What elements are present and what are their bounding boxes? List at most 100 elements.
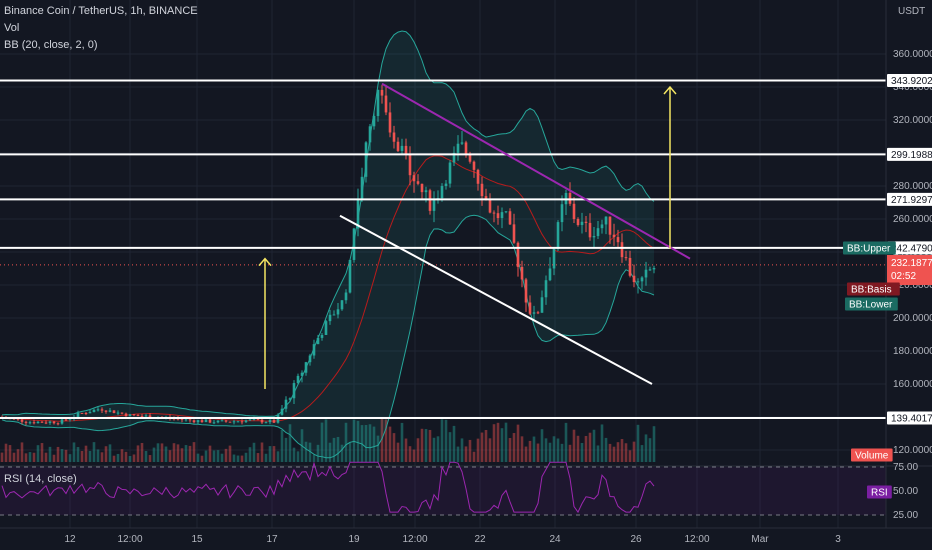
bb-basis-tag-bg <box>847 282 900 296</box>
volume-bar <box>440 419 444 462</box>
bb-legend[interactable]: BB (20, close, 2, 0) <box>4 39 98 51</box>
volume-bar <box>616 442 620 462</box>
price-tick-label: 180.0000 <box>893 346 932 357</box>
volume-bar <box>580 442 584 462</box>
candle-body <box>372 116 376 127</box>
candle-body <box>108 410 112 412</box>
level-tag-bg <box>887 192 932 206</box>
drawings[interactable] <box>258 82 691 389</box>
candle-body <box>420 183 424 193</box>
volume-bar <box>20 442 24 462</box>
volume-bar <box>648 438 652 462</box>
volume-bar <box>372 426 376 462</box>
volume-bar <box>28 452 32 462</box>
candle-body <box>212 422 216 424</box>
volume-bar <box>620 439 624 462</box>
candle-body <box>484 196 488 199</box>
volume-bar <box>312 454 316 462</box>
candle-body <box>144 415 148 417</box>
candle-body <box>572 203 576 220</box>
bb-upper-line <box>1 30 655 417</box>
volume-bar <box>144 450 148 462</box>
volume-bar <box>552 436 556 462</box>
volume-bar <box>392 433 396 462</box>
volume-bar <box>408 446 412 462</box>
volume-bar <box>152 447 156 462</box>
candle-body <box>324 321 328 336</box>
candle-body <box>124 413 128 417</box>
volume-legend[interactable]: Vol <box>4 22 20 34</box>
candle-body <box>500 212 504 219</box>
candle-body <box>40 421 44 423</box>
time-axis[interactable]: 12 12:00 15 17 19 12:00 22 24 26 12:00 Mar 3 <box>0 527 932 545</box>
price-tick-label: 200.0000 <box>893 313 932 324</box>
volume-bar <box>136 445 140 462</box>
candle-body <box>440 186 444 199</box>
volume-bar <box>324 419 328 462</box>
candle-body <box>52 421 56 424</box>
candle-body <box>236 421 240 423</box>
volume-bar <box>168 450 172 462</box>
volume-bar <box>340 444 344 462</box>
candle-body <box>188 419 192 421</box>
candle-body <box>100 409 104 411</box>
volume-bar <box>72 442 76 462</box>
volume-bar <box>596 445 600 462</box>
level-tag: 343.9202 <box>891 76 932 87</box>
volume-bar <box>292 447 296 462</box>
candle-body <box>248 419 252 421</box>
horizontal-levels[interactable] <box>0 79 886 419</box>
candle-body <box>548 268 552 281</box>
candle-body <box>264 422 268 424</box>
candle-body <box>612 234 616 238</box>
up-arrow-head <box>258 257 272 267</box>
volume-bar <box>508 438 512 462</box>
rsi-legend[interactable]: RSI (14, close) <box>4 473 77 485</box>
up-arrow-head <box>663 85 677 95</box>
candle-body <box>192 420 196 423</box>
volume-bar <box>540 429 544 462</box>
volume-bar <box>448 432 452 462</box>
candle-body <box>112 410 116 414</box>
bb-lower-line <box>1 214 655 459</box>
candle-body <box>140 415 144 417</box>
volume-bar <box>404 438 408 462</box>
time-tick-label: 17 <box>266 534 278 545</box>
volume-bar <box>468 439 472 462</box>
volume-bar <box>524 446 528 462</box>
candle-body <box>464 142 468 154</box>
volume-bar <box>452 425 456 462</box>
candle-body <box>60 419 64 424</box>
volume-bar <box>388 426 392 462</box>
candle-body <box>28 422 32 424</box>
candle-body <box>240 421 244 423</box>
volume-bar <box>156 443 160 462</box>
level-tag-bg <box>887 147 932 161</box>
candle-body <box>104 410 108 412</box>
rsi-tick-label: 75.00 <box>893 462 918 473</box>
candle-body <box>204 419 208 423</box>
volume-bar <box>184 445 188 462</box>
volume-bar <box>420 428 424 462</box>
candle-body <box>424 190 428 193</box>
candle-body <box>228 421 232 423</box>
axis-tags: 343.9202 299.1988 271.9297 242.4790 139.4017… <box>843 74 932 499</box>
volume-bar <box>364 425 368 462</box>
bb-basis-line <box>1 155 655 422</box>
time-tick-label: Mar <box>751 534 769 545</box>
volume-bar <box>608 443 612 462</box>
candle-body <box>476 169 480 184</box>
price-tick-label: 360.0000 <box>893 49 932 60</box>
candle-body <box>56 423 60 425</box>
volume-bar <box>128 455 132 462</box>
symbol-title[interactable]: Binance Coin / TetherUS, 1h, BINANCE <box>4 5 198 17</box>
volume-bar <box>84 445 88 462</box>
volume-bar <box>48 446 52 462</box>
candle-body <box>512 224 516 243</box>
price-tick-label: 160.0000 <box>893 379 932 390</box>
volume-bar <box>212 450 216 462</box>
level-tag-bg <box>887 411 932 425</box>
level-tag: 139.4017 <box>891 413 932 424</box>
candle-body <box>600 224 604 229</box>
